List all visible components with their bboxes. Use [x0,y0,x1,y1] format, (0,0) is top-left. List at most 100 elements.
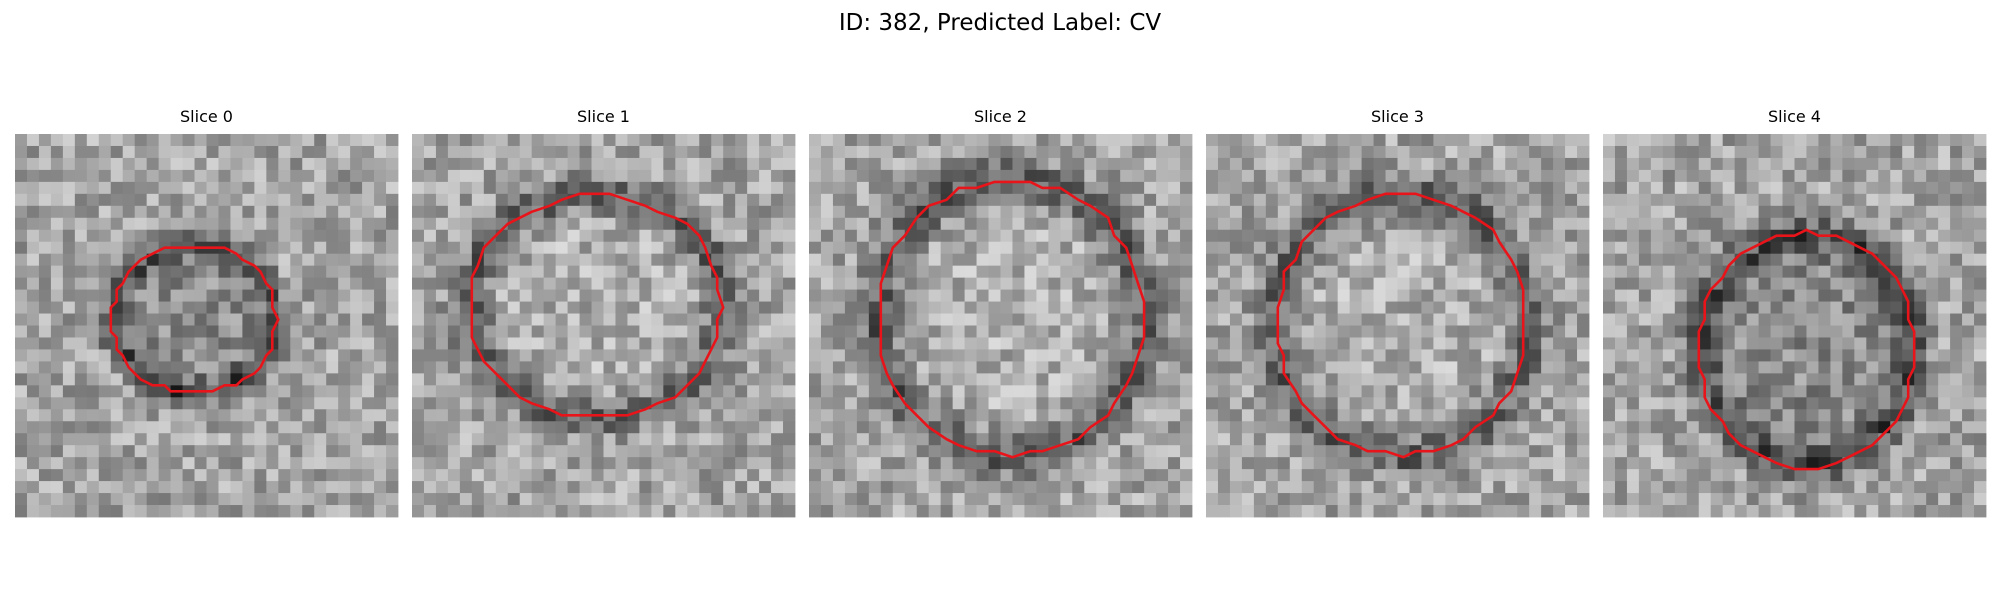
pixel [266,217,279,231]
pixel [1084,301,1097,314]
pixel [1938,265,1951,279]
pixel [38,205,52,219]
pixel [194,325,207,338]
pixel [1842,289,1855,302]
pixel [735,337,748,350]
pixel [412,433,425,446]
pixel [1337,385,1351,398]
pixel [218,409,231,422]
pixel [1144,433,1157,446]
pixel [964,134,977,147]
pixel [26,241,40,255]
pixel [1926,134,1939,147]
pixel [1794,313,1807,326]
pixel [1132,169,1145,183]
pixel [218,169,231,183]
pixel [868,181,882,195]
pixel [1950,134,1963,147]
pixel [170,169,183,183]
pixel [868,301,882,314]
pixel [1120,265,1133,279]
pixel [278,397,291,410]
pixel [940,469,954,482]
pixel [1577,421,1590,434]
pixel [1253,134,1267,147]
pixel [1000,313,1013,326]
pixel [579,397,592,410]
pixel [507,157,521,171]
pixel [206,409,219,422]
pixel [266,373,279,386]
pixel [904,277,918,290]
pixel [1493,229,1506,243]
pixel [326,325,339,338]
pixel [1878,145,1891,159]
pixel [1517,145,1530,159]
pixel [1517,457,1530,470]
pixel [964,373,977,386]
pixel [1782,145,1795,159]
pixel [1036,193,1049,207]
pixel [687,325,700,338]
pixel [242,397,255,410]
pixel [1614,457,1628,470]
pixel [1650,217,1664,231]
pixel [1229,229,1243,243]
pixel [1253,505,1267,518]
pixel [483,349,497,362]
pixel [892,134,906,147]
pixel [1373,289,1386,302]
pixel [1950,217,1963,231]
pixel [386,229,399,243]
pixel [555,445,568,458]
pixel [1096,445,1109,458]
pixel [26,134,40,147]
pixel [1217,157,1231,171]
pixel [1517,181,1530,195]
pixel [591,229,604,243]
pixel [1517,241,1530,255]
pixel [675,217,688,231]
pixel [1060,289,1073,302]
pixel [820,205,834,219]
pixel [326,253,339,267]
pixel [62,373,76,386]
pixel [1926,265,1939,279]
pixel [1974,289,1987,302]
pixel [182,277,195,290]
pixel [531,289,545,302]
pixel [1529,457,1542,470]
pixel [916,193,930,207]
pixel [639,134,652,147]
pixel [86,265,100,279]
pixel [1746,397,1759,410]
pixel [1012,361,1025,374]
pixel [483,433,497,446]
pixel [1289,181,1303,195]
pixel [74,193,88,207]
pixel [1662,241,1676,255]
pixel [1217,373,1231,386]
pixel [1409,421,1422,434]
pixel [110,505,124,518]
pixel [1638,385,1652,398]
pixel [194,457,207,470]
pixel [1048,253,1061,267]
pixel [1493,313,1506,326]
pixel [1337,253,1351,267]
pixel [1626,445,1640,458]
pixel [1168,421,1181,434]
pixel [988,241,1001,255]
pixel [1012,349,1025,362]
pixel [459,277,473,290]
pixel [1206,229,1219,243]
panel-title: Slice 1 [577,107,630,126]
pixel [904,181,918,195]
pixel [26,433,40,446]
pixel [1445,205,1458,219]
pixel [15,481,28,494]
pixel [1746,385,1759,398]
pixel [1577,373,1590,386]
pixel [868,169,882,183]
pixel [1746,229,1759,243]
